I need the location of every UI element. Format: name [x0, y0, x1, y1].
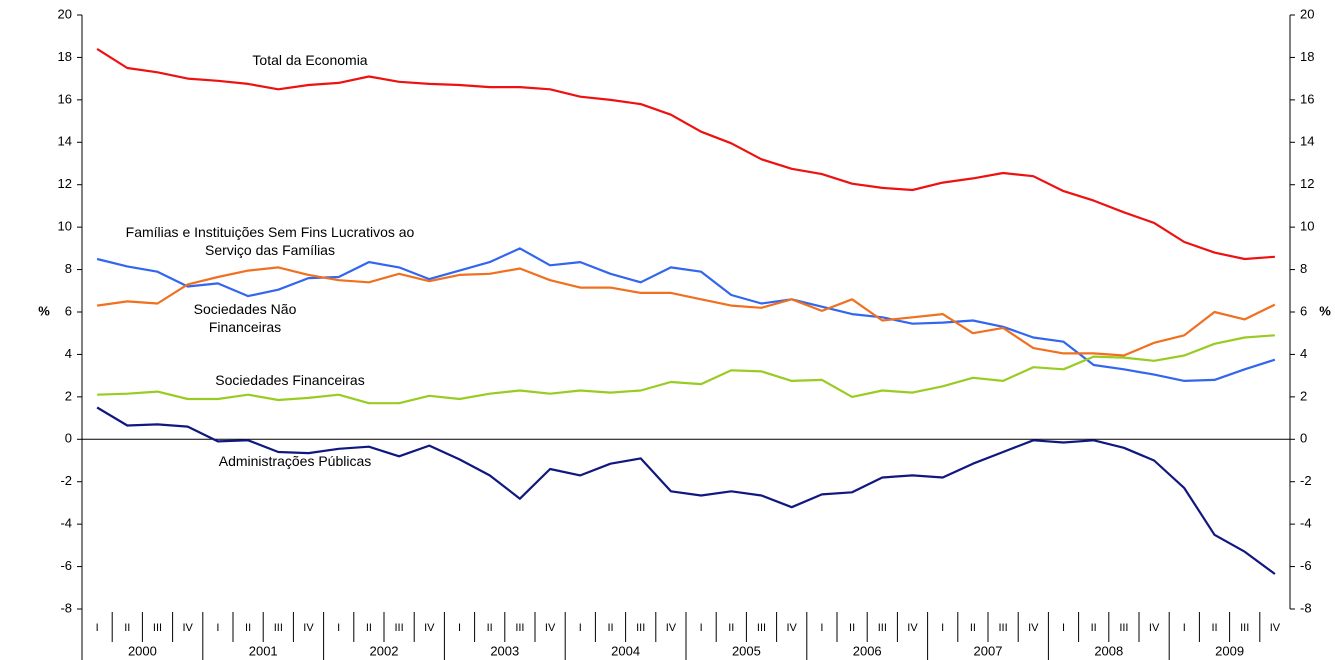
x-tick-label: II: [1091, 622, 1097, 634]
y-tick-label: -4: [60, 516, 72, 531]
x-tick-label: II: [1211, 622, 1217, 634]
x-group-label: 2005: [732, 643, 761, 658]
x-tick-label: IV: [303, 622, 314, 634]
y-tick-label: -6: [60, 558, 72, 573]
y2-tick-label: 20: [1300, 6, 1314, 21]
x-tick-label: II: [607, 622, 613, 634]
y2-tick-label: 14: [1300, 134, 1314, 149]
y2-tick-label: 18: [1300, 49, 1314, 64]
y-tick-label: 0: [65, 431, 72, 446]
x-group-label: 2008: [1094, 643, 1123, 658]
y2-tick-label: 4: [1300, 346, 1307, 361]
x-tick-label: IV: [1028, 622, 1039, 634]
y-tick-label: -2: [60, 473, 72, 488]
y2-tick-label: 16: [1300, 91, 1314, 106]
x-tick-label: III: [878, 622, 887, 634]
x-tick-label: IV: [424, 622, 435, 634]
series-label: Sociedades Não Financeiras: [193, 301, 297, 335]
series-label: Total da Economia: [252, 52, 368, 68]
x-tick-label: IV: [786, 622, 797, 634]
x-tick-label: III: [999, 622, 1008, 634]
x-group-label: 2006: [853, 643, 882, 658]
x-tick-label: I: [579, 622, 582, 634]
x-tick-label: I: [1183, 622, 1186, 634]
y2-tick-label: -6: [1300, 558, 1312, 573]
y-tick-label: -8: [60, 600, 72, 615]
series-label: Famílias e Instituições Sem Fins Lucrati…: [125, 224, 415, 258]
y-tick-label: 20: [58, 6, 72, 21]
y-tick-label: 4: [65, 346, 72, 361]
x-tick-label: II: [487, 622, 493, 634]
x-group-label: 2000: [128, 643, 157, 658]
x-tick-label: III: [274, 622, 283, 634]
x-tick-label: III: [1119, 622, 1128, 634]
x-tick-label: IV: [666, 622, 677, 634]
x-group-label: 2001: [249, 643, 278, 658]
x-tick-label: I: [216, 622, 219, 634]
x-group-label: 2002: [370, 643, 399, 658]
y2-tick-label: 12: [1300, 176, 1314, 191]
x-group-label: 2009: [1215, 643, 1244, 658]
y2-tick-label: 0: [1300, 431, 1307, 446]
y2-tick-label: 8: [1300, 261, 1307, 276]
x-tick-label: I: [820, 622, 823, 634]
x-group-label: 2007: [974, 643, 1003, 658]
x-tick-label: II: [124, 622, 130, 634]
x-tick-label: I: [941, 622, 944, 634]
x-tick-label: III: [757, 622, 766, 634]
x-tick-label: II: [849, 622, 855, 634]
x-tick-label: II: [728, 622, 734, 634]
y-tick-label: 12: [58, 176, 72, 191]
x-tick-label: I: [458, 622, 461, 634]
x-tick-label: I: [700, 622, 703, 634]
x-tick-label: I: [1062, 622, 1065, 634]
x-tick-label: IV: [545, 622, 556, 634]
series-line: [96, 406, 1276, 575]
series-label: Administrações Públicas: [218, 453, 372, 469]
y-axis-label: %: [38, 303, 50, 318]
y2-tick-label: -8: [1300, 600, 1312, 615]
x-tick-label: IV: [1270, 622, 1281, 634]
y-tick-label: 2: [65, 388, 72, 403]
y-tick-label: 6: [65, 303, 72, 318]
x-group-label: 2004: [611, 643, 640, 658]
y-tick-label: 10: [58, 219, 72, 234]
x-tick-label: III: [153, 622, 162, 634]
x-tick-label: II: [970, 622, 976, 634]
series-line: [96, 47, 1275, 261]
x-tick-label: IV: [1149, 622, 1160, 634]
series-line: [97, 334, 1275, 405]
y-tick-label: 14: [58, 134, 72, 149]
series-label: Sociedades Financeiras: [215, 372, 365, 388]
x-tick-label: III: [395, 622, 404, 634]
y-tick-label: 8: [65, 261, 72, 276]
series-line: [96, 266, 1276, 357]
y2-tick-label: 10: [1300, 219, 1314, 234]
x-group-label: 2003: [490, 643, 519, 658]
x-tick-label: III: [636, 622, 645, 634]
x-tick-label: I: [96, 622, 99, 634]
y2-tick-label: 6: [1300, 303, 1307, 318]
x-tick-label: II: [366, 622, 372, 634]
y-tick-label: 18: [58, 49, 72, 64]
y2-tick-label: -4: [1300, 516, 1312, 531]
x-tick-label: I: [337, 622, 340, 634]
x-tick-label: IV: [907, 622, 918, 634]
x-tick-label: II: [245, 622, 251, 634]
y2-tick-label: -2: [1300, 473, 1312, 488]
x-tick-label: IV: [182, 622, 193, 634]
x-tick-label: III: [515, 622, 524, 634]
y2-tick-label: 2: [1300, 388, 1307, 403]
y2-axis-label: %: [1319, 303, 1331, 318]
y-tick-label: 16: [58, 91, 72, 106]
x-tick-label: III: [1240, 622, 1249, 634]
